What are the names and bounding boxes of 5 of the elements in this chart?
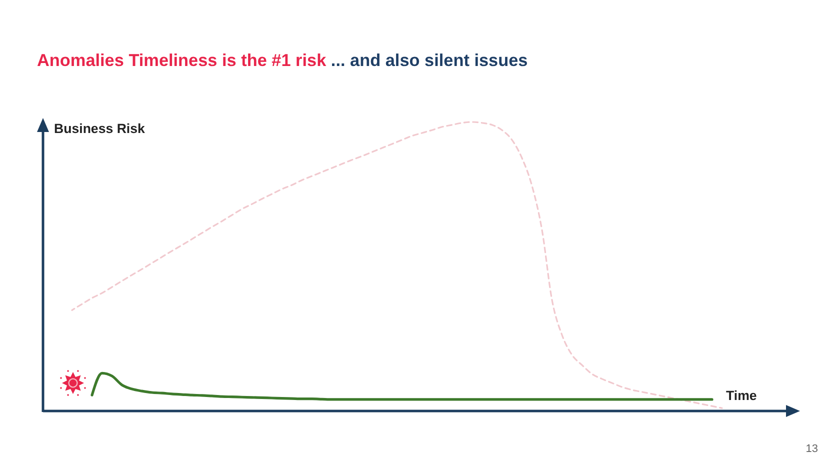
x-axis-title: Time (726, 388, 757, 403)
text: 13 (806, 443, 818, 455)
chart-title: Anomalies Timeliness is the #1 risk (37, 50, 327, 70)
chart-subtitle: ... and also silent issues (326, 50, 528, 70)
y-axis-title: Business Risk (54, 121, 146, 136)
